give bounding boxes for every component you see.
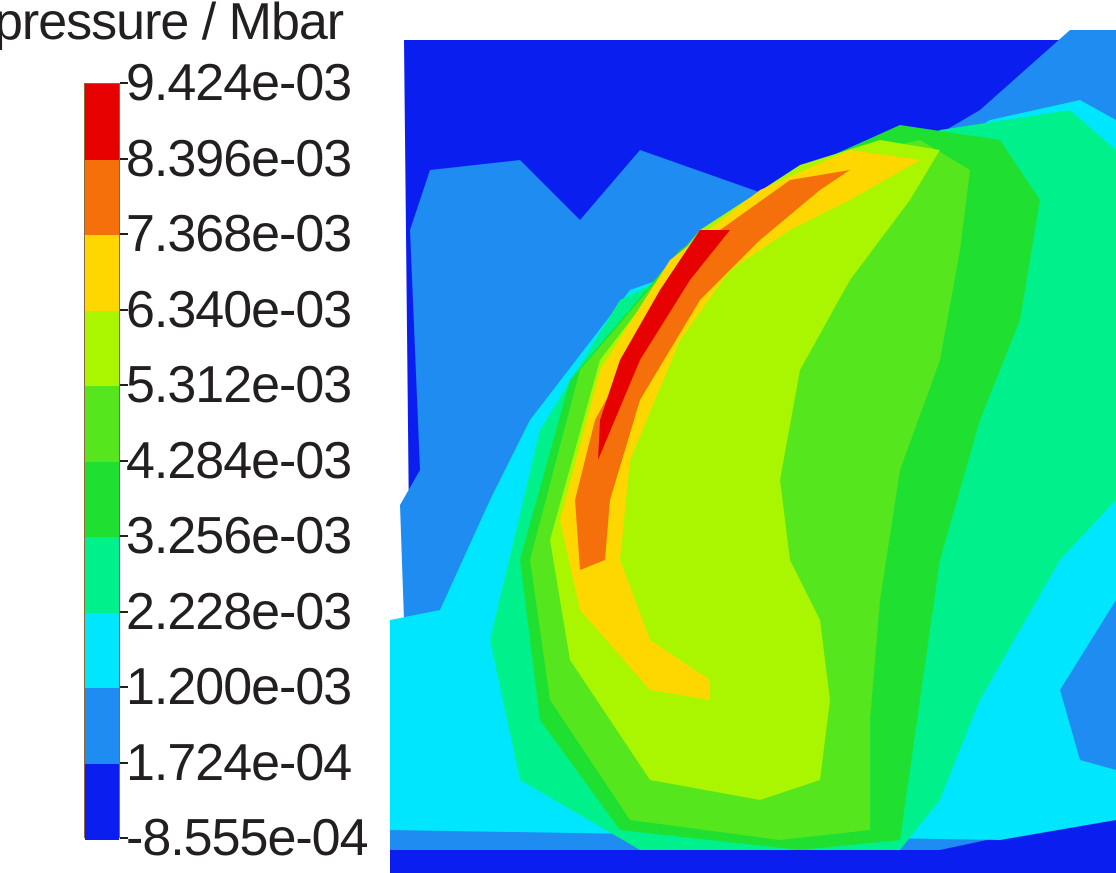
colorbar-tick [120,82,128,84]
colorbar-tick [120,233,128,235]
colorbar-segment [85,159,119,236]
colorbar-segment [85,235,119,311]
colorbar-tick [120,535,128,537]
colorbar-tick-label: 7.368e-03 [126,205,352,263]
colorbar-tick-label: 8.396e-03 [126,129,352,188]
colorbar-segment [85,386,119,462]
colorbar-tick-label: 4.284e-03 [126,431,352,490]
colorbar-segment [85,612,119,689]
colorbar-segment [85,763,119,840]
colorbar-segment [85,688,119,764]
colorbar-segment [85,461,119,538]
colorbar-tick [120,686,128,688]
colorbar [84,83,120,840]
colorbar-segment [85,310,119,387]
colorbar-tick [120,384,128,386]
contour-regions [390,30,1116,873]
colorbar-segment [85,537,119,613]
colorbar-tick-label: 1.724e-04 [126,733,352,792]
colorbar-tick [120,157,128,160]
colorbar-tick [120,761,128,764]
colorbar-tick [120,610,128,613]
colorbar-segment [85,84,119,160]
colorbar-tick [120,459,128,462]
colorbar-tick-label: 5.312e-03 [126,356,352,414]
colorbar-tick [120,837,128,839]
colorbar-tick-label: 3.256e-03 [126,507,352,565]
colorbar-tick-label: 1.200e-03 [126,658,352,716]
colorbar-tick [120,308,128,311]
colorbar-tick-label: -8.555e-04 [126,809,369,867]
colorbar-tick-label: 6.340e-03 [126,280,352,339]
legend-title: pressure / Mbar [0,0,344,51]
colorbar-tick-label: 2.228e-03 [126,582,352,641]
colorbar-tick-label: 9.424e-03 [126,54,352,112]
contour-plot [390,30,1116,873]
